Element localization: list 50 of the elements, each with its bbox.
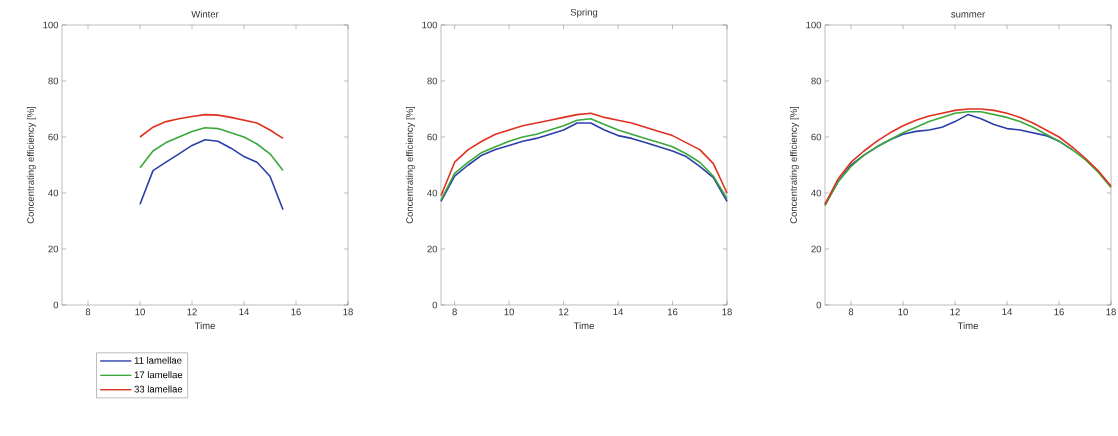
- x-tick-label: 16: [667, 308, 678, 316]
- x-tick-label: 8: [85, 308, 91, 316]
- x-tick-label: 12: [187, 308, 197, 316]
- y-tick-label: 60: [48, 133, 59, 141]
- y-tick-label: 0: [53, 301, 59, 309]
- y-tick-label: 0: [432, 301, 438, 309]
- x-tick-label: 16: [291, 308, 301, 316]
- y-tick-label: 40: [48, 189, 59, 197]
- line-series: [139, 139, 284, 211]
- legend-label: 11 lamellae: [134, 356, 182, 364]
- y-axis-title: Concentrating efficiency [%]: [789, 106, 799, 224]
- x-axis-title: Time: [573, 322, 594, 330]
- x-tick-label: 12: [950, 308, 960, 316]
- x-tick-label: 18: [1106, 308, 1116, 316]
- chart-title: Spring: [570, 8, 598, 18]
- x-tick-label: 10: [135, 308, 145, 316]
- y-tick-label: 40: [811, 189, 822, 197]
- y-axis-title: Concentrating efficiency [%]: [26, 106, 36, 224]
- legend-label: 17 lamellae: [134, 371, 183, 379]
- chart-title: Winter: [191, 10, 219, 18]
- y-tick-label: 0: [816, 301, 822, 309]
- x-axis-title: Time: [194, 322, 215, 330]
- x-tick-label: 18: [722, 308, 732, 316]
- x-tick-label: 16: [1054, 308, 1064, 316]
- x-tick-label: 14: [613, 308, 624, 316]
- y-tick-label: 100: [422, 21, 438, 29]
- x-tick-label: 10: [898, 308, 908, 316]
- x-tick-label: 8: [452, 308, 457, 316]
- x-tick-label: 18: [343, 308, 353, 316]
- x-tick-label: 10: [504, 308, 515, 316]
- y-tick-label: 60: [811, 133, 822, 141]
- line-series: [139, 126, 284, 172]
- y-tick-label: 100: [806, 21, 822, 29]
- legend-label: 33 lamellae: [134, 385, 183, 393]
- y-tick-label: 100: [43, 21, 59, 29]
- chart-title: summer: [951, 12, 985, 18]
- y-tick-label: 40: [427, 189, 438, 197]
- y-tick-label: 20: [811, 245, 822, 253]
- y-tick-label: 20: [48, 245, 59, 253]
- x-tick-label: 12: [559, 308, 569, 316]
- y-tick-label: 80: [48, 77, 59, 85]
- y-tick-label: 60: [427, 133, 438, 141]
- y-tick-label: 80: [427, 77, 438, 85]
- y-tick-label: 20: [427, 245, 438, 253]
- x-tick-label: 14: [1002, 308, 1013, 316]
- x-axis-title: Time: [957, 322, 978, 330]
- x-tick-label: 8: [848, 308, 854, 316]
- y-axis-title: Concentrating efficiency [%]: [405, 106, 415, 224]
- x-tick-label: 14: [239, 308, 249, 316]
- y-tick-label: 80: [811, 77, 822, 85]
